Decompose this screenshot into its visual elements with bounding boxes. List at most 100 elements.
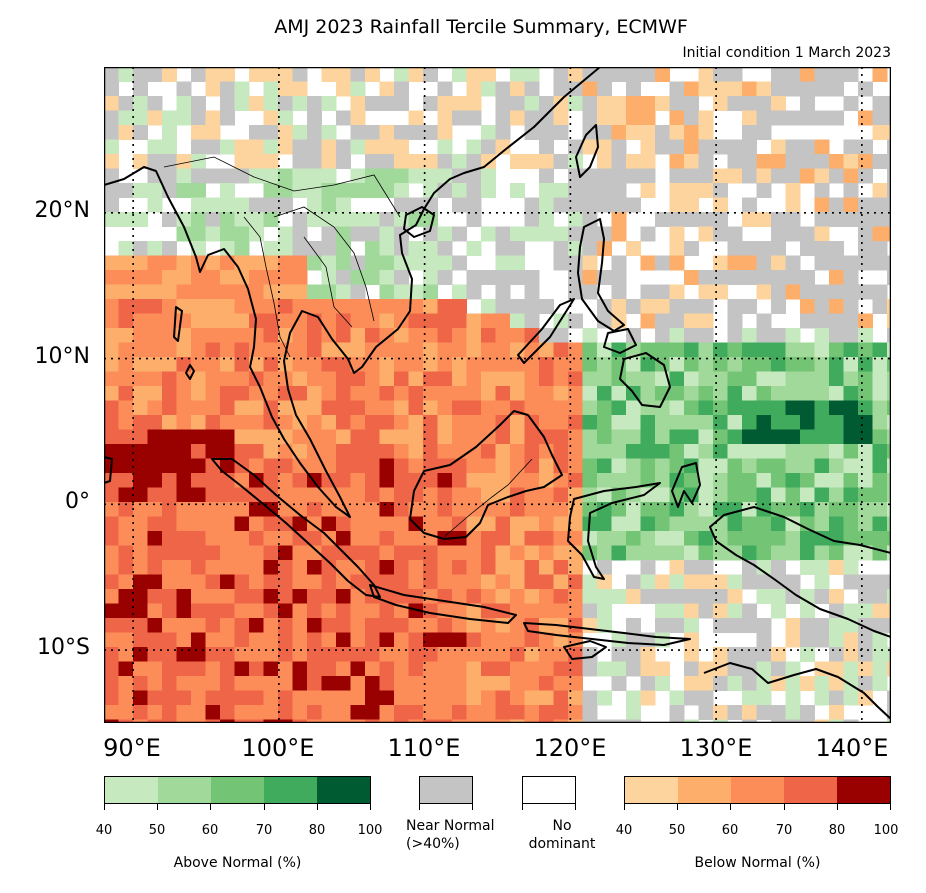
forecast-cell — [640, 96, 656, 111]
forecast-cell — [510, 603, 525, 619]
forecast-cell — [481, 632, 496, 648]
forecast-cell — [263, 719, 279, 723]
forecast-cell — [611, 125, 627, 140]
coastlines — [104, 67, 891, 720]
forecast-cell — [510, 299, 525, 314]
forecast-cell — [307, 661, 322, 677]
forecast-cell — [278, 618, 293, 633]
forecast-cell — [829, 81, 844, 97]
forecast-cell — [234, 705, 250, 720]
forecast-cell — [684, 531, 699, 546]
forecast-cell — [829, 516, 844, 532]
forecast-cell — [336, 110, 351, 126]
forecast-cell — [307, 560, 322, 575]
forecast-cell — [481, 386, 496, 401]
forecast-cell — [611, 487, 627, 503]
tick-mark — [624, 804, 625, 810]
forecast-cell — [307, 342, 322, 358]
forecast-cell — [843, 357, 859, 372]
forecast-cell — [379, 183, 395, 198]
forecast-cell — [365, 270, 380, 285]
tick-mark — [677, 804, 678, 810]
forecast-cell — [118, 110, 134, 126]
forecast-cell — [394, 139, 409, 155]
forecast-cell — [321, 139, 337, 155]
forecast-cell — [669, 719, 685, 723]
forecast-cell — [785, 212, 801, 227]
forecast-cell — [249, 574, 264, 590]
forecast-cell — [437, 415, 453, 430]
forecast-cell — [640, 125, 656, 140]
forecast-cell — [452, 661, 467, 677]
forecast-cell — [263, 516, 279, 532]
forecast-cell — [350, 270, 366, 285]
forecast-cell — [713, 168, 728, 184]
forecast-cell — [379, 96, 395, 111]
forecast-cell — [350, 139, 366, 155]
forecast-cell — [176, 589, 192, 604]
forecast-cell — [379, 313, 395, 329]
forecast-cell — [379, 154, 395, 169]
forecast-cell — [858, 545, 873, 561]
forecast-cell — [118, 342, 134, 358]
forecast-cell — [481, 647, 496, 662]
forecast-cell — [669, 342, 685, 358]
forecast-cell — [713, 371, 728, 387]
forecast-cell — [684, 400, 699, 416]
forecast-cell — [655, 618, 670, 633]
forecast-cell — [800, 719, 815, 723]
forecast-cell — [872, 197, 888, 213]
forecast-cell — [858, 516, 873, 532]
forecast-cell — [698, 676, 714, 691]
forecast-cell — [771, 487, 786, 503]
forecast-cell — [191, 458, 206, 474]
forecast-cell — [307, 110, 322, 126]
forecast-cell — [162, 328, 177, 343]
forecast-cell — [365, 719, 380, 723]
forecast-cell — [553, 226, 569, 242]
forecast-cell — [234, 299, 250, 314]
forecast-cell — [249, 560, 264, 575]
forecast-cell — [481, 400, 496, 416]
forecast-cell — [466, 154, 482, 169]
forecast-cell — [292, 487, 308, 503]
forecast-cell — [481, 473, 496, 488]
forecast-cell — [582, 226, 598, 242]
forecast-cell — [147, 502, 163, 517]
forecast-cell — [321, 574, 337, 590]
forecast-cell — [220, 603, 235, 619]
forecast-cell — [481, 342, 496, 358]
forecast-cell — [162, 357, 177, 372]
forecast-cell — [408, 342, 424, 358]
forecast-cell — [742, 531, 757, 546]
forecast-cell — [220, 705, 235, 720]
forecast-cell — [133, 255, 148, 271]
forecast-cell — [684, 96, 699, 111]
forecast-cell — [336, 705, 351, 720]
forecast-cell — [785, 183, 801, 198]
forecast-cell — [133, 357, 148, 372]
forecast-cell — [104, 690, 119, 706]
forecast-cell — [162, 241, 177, 256]
forecast-cell — [466, 284, 482, 300]
forecast-cell — [147, 661, 163, 677]
forecast-cell — [394, 458, 409, 474]
forecast-cell — [669, 603, 685, 619]
forecast-cell — [220, 284, 235, 300]
forecast-cell — [553, 415, 569, 430]
forecast-cell — [292, 371, 308, 387]
forecast-cell — [162, 139, 177, 155]
forecast-cell — [785, 444, 801, 459]
forecast-cell — [785, 226, 801, 242]
forecast-cell — [307, 705, 322, 720]
forecast-cell — [800, 357, 815, 372]
forecast-cell — [814, 357, 830, 372]
forecast-cell — [220, 371, 235, 387]
forecast-cell — [307, 125, 322, 140]
forecast-cell — [510, 328, 525, 343]
forecast-cell — [800, 647, 815, 662]
forecast-cell — [640, 154, 656, 169]
forecast-cell — [785, 139, 801, 155]
forecast-cell — [292, 313, 308, 329]
forecast-cell — [234, 603, 250, 619]
